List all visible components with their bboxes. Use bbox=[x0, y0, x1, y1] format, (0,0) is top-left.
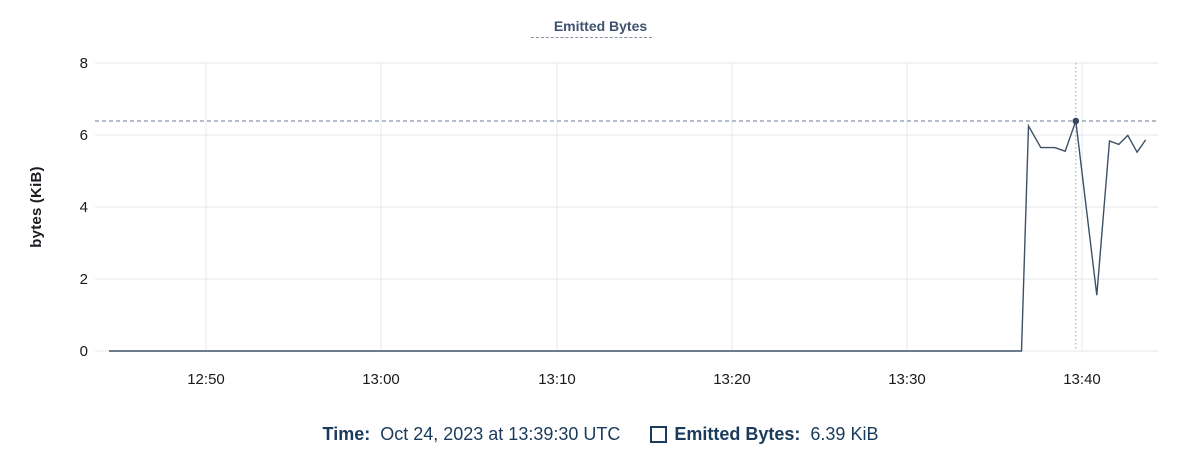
svg-text:13:30: 13:30 bbox=[888, 371, 926, 388]
svg-text:13:40: 13:40 bbox=[1063, 371, 1101, 388]
svg-text:4: 4 bbox=[80, 199, 88, 216]
svg-text:13:00: 13:00 bbox=[362, 371, 400, 388]
svg-text:8: 8 bbox=[80, 55, 88, 72]
svg-text:2: 2 bbox=[80, 271, 88, 288]
svg-text:12:50: 12:50 bbox=[187, 371, 225, 388]
svg-text:13:10: 13:10 bbox=[538, 371, 576, 388]
svg-text:6: 6 bbox=[80, 127, 88, 144]
svg-text:0: 0 bbox=[80, 343, 88, 360]
svg-text:13:20: 13:20 bbox=[713, 371, 751, 388]
